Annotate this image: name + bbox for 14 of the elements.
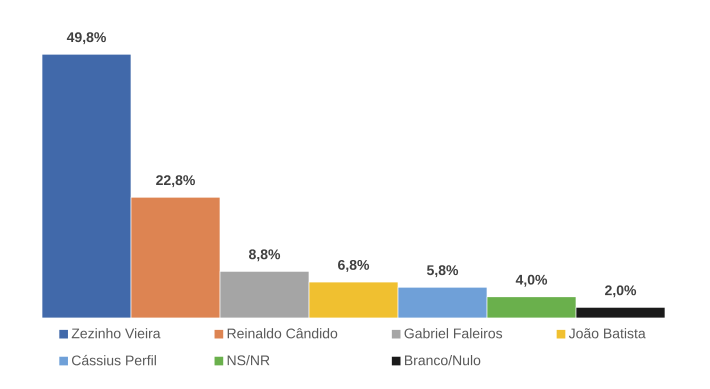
data-label: 6,8% xyxy=(338,260,370,272)
data-label: 22,8% xyxy=(156,175,195,188)
legend-label: Reinaldo Cândido xyxy=(228,328,338,338)
data-label: 2,0% xyxy=(605,285,636,298)
legend-label: Zezinho Vieira xyxy=(72,328,161,338)
legend-label: Branco/Nulo xyxy=(404,355,480,366)
legend-label: João Batista xyxy=(568,328,646,338)
data-label: 4,0% xyxy=(516,274,548,287)
data-label: 5,8% xyxy=(426,265,458,278)
data-label: 49,8% xyxy=(66,32,106,44)
legend-label: Cássius Perfil xyxy=(72,354,156,366)
legend-label: NS/NR xyxy=(228,355,270,366)
data-label: 8,8% xyxy=(248,249,280,262)
legend-label: Gabriel Faleiros xyxy=(404,328,502,338)
